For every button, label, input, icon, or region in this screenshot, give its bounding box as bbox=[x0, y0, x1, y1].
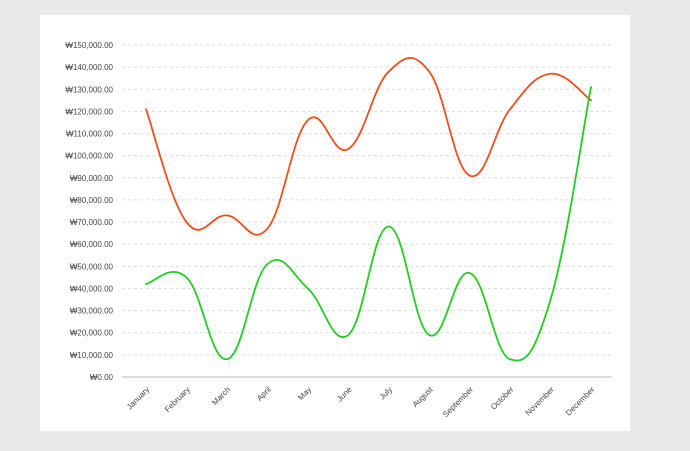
x-tick-label: November bbox=[523, 385, 556, 418]
data-point bbox=[427, 70, 431, 74]
x-tick-label: January bbox=[125, 385, 151, 411]
data-point bbox=[427, 333, 431, 337]
y-axis-ticks: ₩0.00 ₩10,000.00 ₩20,000.00 ₩30,000.00 ₩40,0… bbox=[65, 41, 113, 382]
data-point bbox=[508, 107, 512, 111]
y-tick-label: ₩90,000.00 bbox=[70, 174, 114, 183]
data-point bbox=[265, 262, 269, 266]
data-point bbox=[549, 72, 553, 76]
x-tick-label: April bbox=[255, 385, 273, 403]
data-point bbox=[508, 357, 512, 361]
data-point bbox=[225, 213, 229, 217]
y-tick-label: ₩10,000.00 bbox=[70, 351, 114, 360]
y-tick-label: ₩110,000.00 bbox=[66, 130, 114, 139]
x-axis-ticks: January February March April May June July Augu… bbox=[125, 385, 597, 420]
y-tick-label: ₩150,000.00 bbox=[65, 41, 113, 50]
x-tick-label: July bbox=[378, 385, 394, 401]
y-tick-label: ₩80,000.00 bbox=[70, 196, 114, 205]
y-tick-label: ₩100,000.00 bbox=[65, 152, 113, 161]
series-line-1 bbox=[145, 57, 592, 236]
y-tick-label: ₩0.00 bbox=[90, 373, 114, 382]
y-tick-label: ₩20,000.00 bbox=[70, 329, 114, 338]
y-tick-label: ₩140,000.00 bbox=[65, 63, 113, 72]
data-point bbox=[144, 107, 148, 111]
data-point bbox=[306, 118, 310, 122]
data-point bbox=[346, 333, 350, 337]
data-point bbox=[306, 286, 310, 290]
y-tick-label: ₩60,000.00 bbox=[70, 240, 114, 249]
x-tick-label: February bbox=[163, 385, 192, 414]
grid-lines bbox=[122, 44, 612, 356]
series-lines bbox=[144, 57, 593, 362]
y-tick-label: ₩40,000.00 bbox=[70, 284, 114, 293]
x-tick-label: October bbox=[489, 385, 516, 412]
data-point bbox=[144, 282, 148, 286]
y-tick-label: ₩50,000.00 bbox=[70, 262, 114, 271]
series-line-2 bbox=[145, 86, 592, 362]
x-tick-label: September bbox=[441, 385, 475, 419]
x-tick-label: May bbox=[296, 385, 313, 402]
data-point bbox=[184, 275, 188, 279]
data-point bbox=[468, 174, 472, 178]
y-tick-label: ₩130,000.00 bbox=[65, 85, 113, 94]
data-point bbox=[468, 271, 472, 275]
x-tick-label: December bbox=[564, 385, 597, 418]
y-tick-label: ₩70,000.00 bbox=[70, 218, 114, 227]
y-tick-label: ₩30,000.00 bbox=[70, 307, 114, 316]
data-point bbox=[549, 298, 553, 302]
data-point bbox=[387, 70, 391, 74]
x-tick-label: March bbox=[210, 385, 232, 407]
data-point bbox=[387, 224, 391, 228]
data-point bbox=[184, 220, 188, 224]
x-tick-label: June bbox=[335, 385, 354, 404]
x-tick-label: August bbox=[411, 385, 436, 410]
data-point bbox=[265, 227, 269, 231]
y-tick-label: ₩120,000.00 bbox=[65, 107, 113, 116]
data-point bbox=[589, 85, 593, 89]
data-point bbox=[346, 147, 350, 151]
data-point bbox=[225, 357, 229, 361]
